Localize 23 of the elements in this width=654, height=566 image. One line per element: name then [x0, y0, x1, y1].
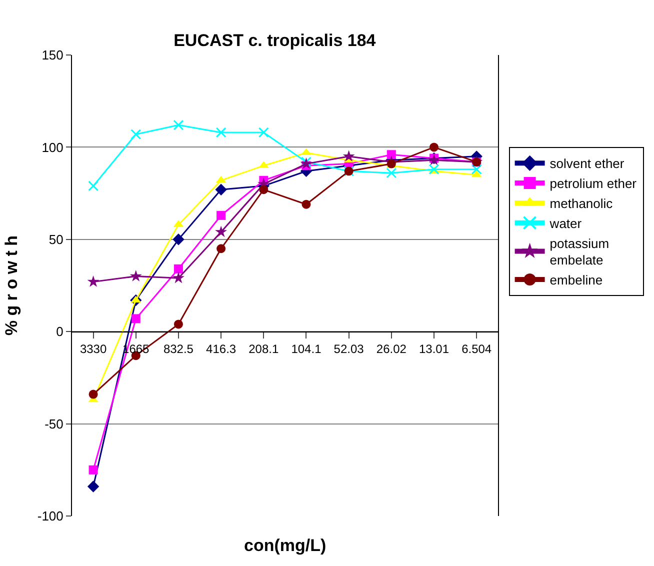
legend-label: embeline [550, 272, 603, 288]
y-tick-label: 100 [42, 140, 64, 155]
legend-label: methanolic [550, 196, 614, 212]
y-tick-label: 150 [42, 48, 64, 63]
x-tick-label: 6.504 [462, 342, 492, 356]
legend-label: water [548, 216, 582, 231]
x-tick-label: 416.3 [206, 342, 236, 356]
x-tick-label: 104.1 [291, 342, 322, 356]
x-tick-label: 832.5 [163, 342, 194, 356]
x-tick-label: 26.02 [376, 342, 407, 356]
y-axis-title: % g r o w t h [2, 235, 21, 336]
x-tick-label: 3330 [80, 342, 107, 356]
legend-label: solvent ether [550, 156, 625, 172]
y-tick-label: -100 [37, 508, 64, 524]
legend-label: petrolium ether [550, 176, 638, 192]
x-tick-label: 52.03 [334, 342, 364, 356]
y-tick-label: 50 [48, 232, 64, 247]
x-axis-title: con(mg/L) [244, 536, 326, 555]
y-tick-label: 0 [56, 324, 64, 340]
y-tick-label: -50 [44, 416, 64, 432]
x-tick-label: 208.1 [248, 342, 279, 356]
chart-title: EUCAST c. tropicalis 184 [174, 30, 376, 50]
x-tick-label: 13.01 [418, 342, 450, 356]
